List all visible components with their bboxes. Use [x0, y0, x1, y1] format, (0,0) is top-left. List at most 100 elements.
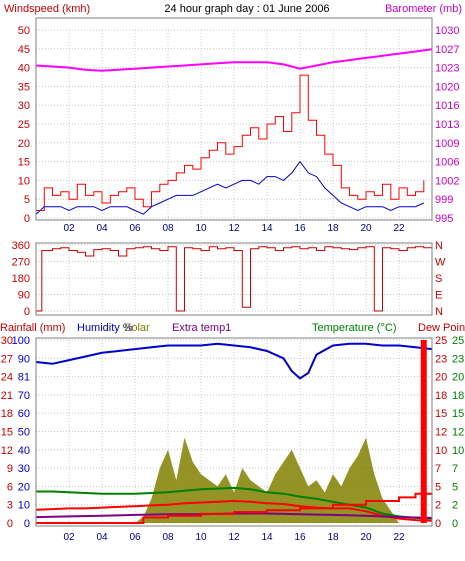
compass-tick: S — [435, 273, 442, 285]
series-dewpoint-line — [35, 499, 433, 522]
panel2-grid — [36, 244, 432, 312]
x-tick-label: 18 — [327, 532, 339, 543]
windspeed-tick: 30 — [18, 100, 30, 112]
rainfall-tick: 24 — [1, 372, 13, 384]
direction-tick: 90 — [18, 290, 30, 302]
x-tick-label: 08 — [162, 223, 174, 234]
humidity-tick: 100 — [12, 335, 30, 347]
panel1-frame — [35, 17, 433, 221]
x-tick-label: 14 — [261, 532, 273, 543]
humidity-tick: 60 — [18, 408, 30, 420]
barometer-tick: 1020 — [435, 81, 459, 93]
rainfall-tick: 30 — [1, 335, 13, 347]
temperature-tick: 10 — [452, 445, 464, 457]
barometer-tick: 1016 — [435, 100, 459, 112]
windspeed-axis-label: Windspeed (kmh) — [4, 3, 90, 15]
windspeed-tick: 5 — [24, 194, 30, 206]
temperature-tick: 7 — [452, 463, 458, 475]
windspeed-tick: 10 — [18, 175, 30, 187]
windspeed-tick: 35 — [18, 81, 30, 93]
panel1-grid — [36, 29, 432, 219]
rainfall-tick: 18 — [1, 408, 13, 420]
temperature-tick: 25 — [452, 335, 464, 347]
x-tick-label: 12 — [228, 223, 240, 234]
x-tick-label: 12 — [228, 532, 240, 543]
barometer-tick: 1027 — [435, 44, 459, 56]
rainfall-axis-label: Rainfall (mm) — [0, 322, 65, 334]
humidity-tick: 30 — [18, 463, 30, 475]
rainfall-tick: 27 — [1, 353, 13, 365]
panel3-left-ticks: 0 10 20 30 40 50 60 70 81 90 100 — [12, 335, 30, 530]
temperature-tick: 2 — [452, 500, 458, 512]
barometer-tick: 1009 — [435, 138, 459, 150]
humidity-tick: 10 — [18, 500, 30, 512]
dewpoint-tick: 2 — [435, 500, 441, 512]
series-barometer-line — [35, 48, 433, 72]
temperature-axis-label: Temperature (°C) — [312, 322, 396, 334]
rainfall-tick: 15 — [1, 427, 13, 439]
x-tick-label: 16 — [294, 223, 306, 234]
x-tick-label: 02 — [63, 532, 75, 543]
x-tick-label: 04 — [96, 532, 108, 543]
x-tick-label: 16 — [294, 532, 306, 543]
x-tick-label: 10 — [195, 223, 207, 234]
windspeed-tick: 50 — [18, 25, 30, 37]
barometer-tick: 1030 — [435, 25, 459, 37]
windspeed-tick: 45 — [18, 44, 30, 56]
dewpoint-tick: 0 — [435, 518, 441, 530]
temperature-tick: 15 — [452, 408, 464, 420]
humidity-tick: 20 — [18, 481, 30, 493]
windspeed-tick: 20 — [18, 138, 30, 150]
panel3-mid-ticks: 0 3 6 9 12 15 18 21 24 27 30 — [1, 335, 13, 530]
panel1-series — [35, 48, 433, 215]
compass-tick: N — [435, 306, 443, 318]
x-tick-label: 04 — [96, 223, 108, 234]
x-tick-label: 14 — [261, 223, 273, 234]
temperature-tick: 0 — [452, 518, 458, 530]
x-tick-label: 22 — [393, 532, 405, 543]
barometer-tick: 1013 — [435, 119, 459, 131]
rainfall-bar — [420, 340, 427, 523]
panel3-x-ticks: 02 04 06 08 10 12 14 16 18 20 22 — [63, 532, 405, 543]
dewpoint-tick: 5 — [435, 481, 441, 493]
panel1-right-ticks: 995 999 1002 1006 1009 1013 1016 1020 1023 1027 10… — [435, 25, 459, 225]
humidity-tick: 70 — [18, 390, 30, 402]
extra-temp-axis-label: Extra temp1 — [172, 322, 231, 334]
barometer-tick: 1006 — [435, 157, 459, 169]
x-tick-label: 08 — [162, 532, 174, 543]
temperature-tick: 23 — [452, 353, 464, 365]
rainfall-tick: 0 — [7, 518, 13, 530]
series-windspeed-line — [36, 74, 425, 211]
rainfall-tick: 12 — [1, 445, 13, 457]
x-tick-label: 20 — [360, 532, 372, 543]
windspeed-tick: 40 — [18, 63, 30, 75]
barometer-tick: 999 — [435, 194, 453, 206]
dewpoint-tick: 10 — [435, 445, 447, 457]
humidity-tick: 81 — [18, 372, 30, 384]
dewpoint-tick: 7 — [435, 463, 441, 475]
rainfall-tick: 6 — [7, 481, 13, 493]
compass-tick: E — [435, 290, 442, 302]
humidity-axis-label: Humidity % — [77, 322, 133, 334]
panel2-frame — [35, 242, 433, 316]
panel2-series — [36, 246, 433, 312]
compass-tick: N — [435, 240, 443, 252]
temperature-tick: 5 — [452, 481, 458, 493]
dewpoint-tick: 20 — [435, 372, 447, 384]
barometer-tick: 1023 — [435, 63, 459, 75]
barometer-tick: 995 — [435, 213, 453, 225]
panel3-series — [35, 340, 433, 524]
windspeed-tick: 15 — [18, 157, 30, 169]
humidity-tick: 0 — [24, 518, 30, 530]
series-humidity-line — [35, 342, 433, 380]
dewpoint-tick: 18 — [435, 390, 447, 402]
series-average-line — [35, 160, 425, 215]
humidity-tick: 40 — [18, 445, 30, 457]
panel3-frame — [35, 337, 433, 527]
dewpoint-tick: 15 — [435, 408, 447, 420]
direction-tick: 0 — [24, 306, 30, 318]
series-temperature-line — [36, 486, 433, 520]
